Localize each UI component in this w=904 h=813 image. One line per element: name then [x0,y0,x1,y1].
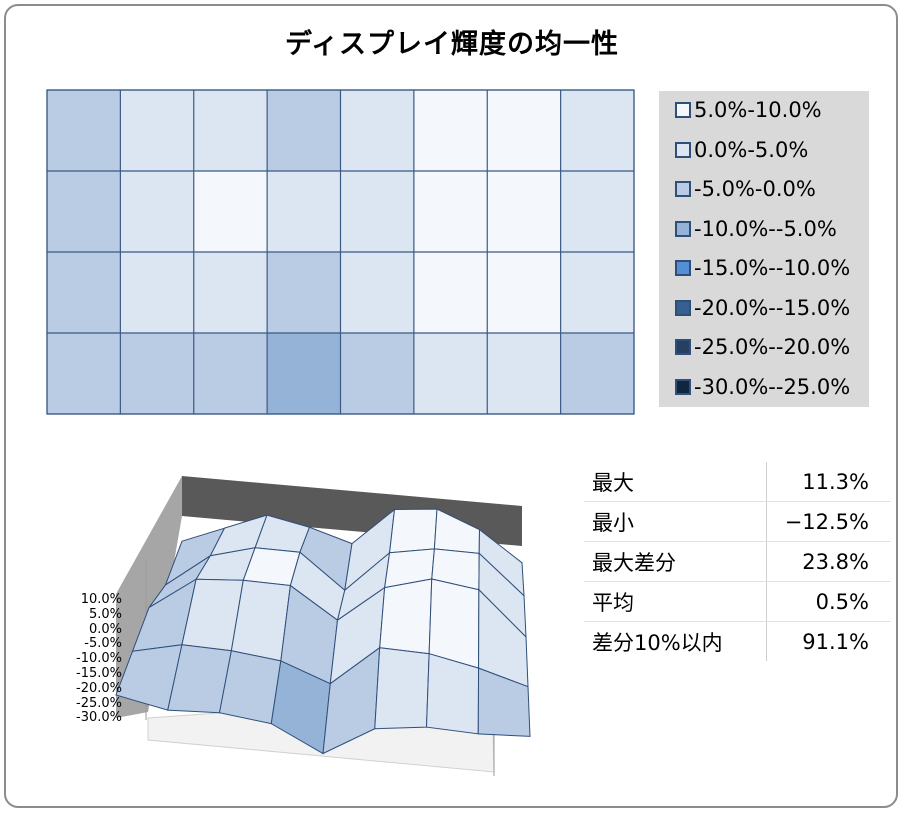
contour-cell [413,252,488,334]
contour-cell [340,252,415,334]
contour-cell [487,171,562,253]
z-tick-label: 0.0% [88,621,122,637]
contour-cell [267,252,341,334]
surface-cell [477,667,531,737]
contour-cell [193,90,268,172]
contour-cell [413,90,488,172]
contour-cell [560,171,635,253]
legend-label: -30.0%--25.0% [694,374,851,399]
contour-cell [47,90,121,172]
contour-cell [47,333,121,415]
z-tick-label: -5.0% [84,636,122,652]
contour-cell [193,333,268,415]
z-tick-label: 5.0% [88,606,122,622]
legend-item: -5.0%-0.0% [675,174,816,204]
stats-value: 0.5% [766,581,891,622]
legend-label: -25.0%--20.0% [694,335,851,359]
contour-cell [47,171,121,253]
contour-cell [120,252,195,334]
contour-cell [120,333,195,415]
chart-title: ディスプレイ輝度の均一性 [284,29,620,60]
legend-label: -5.0%-0.0% [694,177,816,201]
stats-label: 平均 [584,581,767,622]
legend-item: 5.0%-10.0% [675,95,822,125]
legend-swatch [675,220,691,237]
contour-cell [193,252,268,334]
contour-cell [413,333,488,415]
contour-cell [487,333,562,415]
surface-cell [379,578,433,655]
stats-row: 最大差分 23.8% [584,541,891,582]
stats-label: 差分10%以内 [584,621,767,661]
legend-item: -20.0%--15.0% [675,293,850,323]
stats-label: 最小 [584,501,767,542]
contour-cell [47,252,121,334]
z-tick-label: 10.0% [80,592,122,607]
legend-swatch [675,378,691,395]
contour-cell [487,252,562,334]
contour-cell [267,90,341,172]
legend: 5.0%-10.0% 0.0%-5.0% -5.0%-0.0% -10.0%--5.0… [659,91,869,407]
z-tick-label: -10.0% [76,651,122,667]
contour-cell [560,252,635,334]
contour-cell [340,171,415,253]
legend-label: -10.0%--5.0% [694,216,837,241]
legend-swatch [675,260,691,276]
legend-item: -30.0%--25.0% [675,372,850,402]
contour-cell [413,171,488,253]
stats-value: 11.3% [766,462,891,502]
contour-cell [340,90,415,172]
surface-cell [428,578,480,669]
legend-swatch [675,141,691,158]
contour-cell [120,90,195,172]
contour-cell [560,90,635,172]
contour-cell [560,333,635,415]
legend-item: 0.0%-5.0% [675,135,808,165]
stats-row: 最小 −12.5% [584,501,891,542]
contour-cell [267,333,341,415]
contour-cell [487,90,562,172]
stats-table: 最大 11.3% 最小 −12.5% 最大差分 23.8% 平均 0.5% 差分10%以内 91.… [584,462,891,661]
stats-row: 最大 11.3% [584,462,891,502]
stats-value: 91.1% [802,629,869,654]
legend-item: -10.0%--5.0% [675,214,837,244]
z-tick-label: -15.0% [76,666,122,681]
stats-label: 最大差分 [584,541,767,582]
stats-row: 差分10%以内 91.1% [584,621,891,661]
z-tick-label: -30.0% [76,710,122,726]
z-tick-label: -20.0% [76,680,122,696]
legend-label: 0.0%-5.0% [694,137,809,162]
legend-swatch [675,299,691,316]
contour-cell [193,171,268,253]
legend-item: -15.0%--10.0% [675,253,850,283]
contour-cell [340,333,415,415]
stats-value: 23.8% [766,541,891,582]
legend-label: -20.0%--15.0% [694,295,851,320]
contour-cell [120,171,195,253]
legend-swatch [675,339,691,355]
legend-swatch [675,181,691,197]
contour-border [46,89,635,415]
surface-cell [425,653,480,735]
legend-swatch [675,102,691,118]
stats-label: 最大 [584,462,767,502]
stats-row: 平均 0.5% [584,581,891,622]
legend-item: -25.0%--20.0% [675,332,850,362]
legend-label: 5.0%-10.0% [694,98,822,122]
surface-cell [374,647,430,730]
contour-cell [267,171,341,253]
legend-label: -15.0%--10.0% [694,256,851,280]
stats-value: −12.5% [766,501,891,542]
surface-cell [388,508,438,554]
z-tick-label: -25.0% [76,695,122,711]
